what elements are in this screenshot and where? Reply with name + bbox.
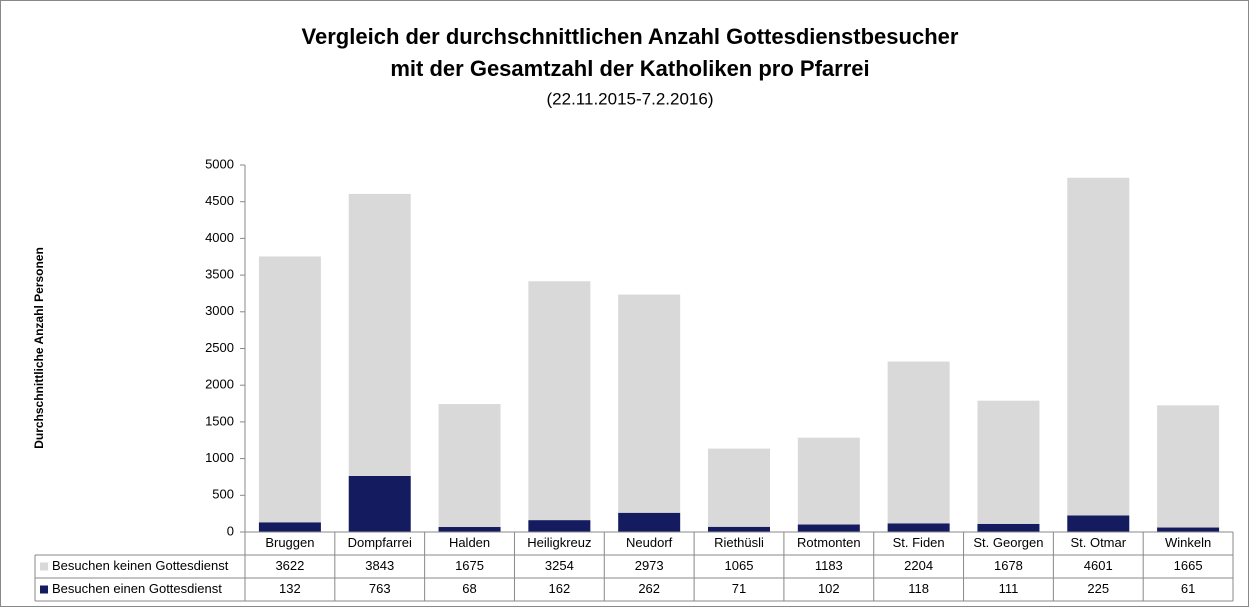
table-cell: 3843	[365, 558, 394, 573]
bar	[438, 404, 501, 528]
table-cell: 3622	[275, 558, 304, 573]
bar	[348, 193, 411, 476]
bar	[977, 523, 1040, 532]
x-tick-label: St. Georgen	[973, 535, 1043, 550]
table-cell: 68	[462, 581, 476, 596]
chart-title: mit der Gesamtzahl der Katholiken pro Pf…	[390, 56, 869, 81]
bar	[528, 520, 591, 532]
x-tick-label: Neudorf	[626, 535, 673, 550]
table-cell: 1665	[1174, 558, 1203, 573]
bar	[708, 448, 770, 527]
y-tick-label: 4000	[205, 230, 234, 245]
table-cell: 3254	[545, 558, 574, 573]
table-cell: 763	[369, 581, 391, 596]
bar	[528, 281, 591, 521]
table-cell: 1675	[455, 558, 484, 573]
table-cell: 162	[549, 581, 571, 596]
bar	[1157, 405, 1220, 528]
y-tick-label: 1000	[205, 450, 234, 465]
bar	[258, 256, 321, 523]
table-cell: 4601	[1084, 558, 1113, 573]
y-tick-label: 4500	[205, 193, 234, 208]
y-tick-label: 1500	[205, 413, 234, 428]
chart-subtitle: (22.11.2015-7.2.2016)	[547, 89, 714, 108]
table-cell: 132	[279, 581, 301, 596]
table-cell: 61	[1181, 581, 1195, 596]
bar	[797, 437, 860, 525]
x-tick-label: St. Otmar	[1070, 535, 1126, 550]
y-tick-label: 3500	[205, 267, 234, 282]
x-tick-label: St. Fiden	[893, 535, 945, 550]
y-tick-label: 500	[212, 487, 234, 502]
x-tick-label: Dompfarrei	[348, 535, 412, 550]
bar	[887, 523, 950, 532]
bar	[977, 400, 1040, 524]
y-tick-label: 2500	[205, 340, 234, 355]
bar	[258, 522, 321, 532]
table-cell: 2204	[904, 558, 933, 573]
y-tick-label: 5000	[205, 156, 234, 171]
table-cell: 102	[818, 581, 840, 596]
legend-swatch	[40, 562, 48, 571]
x-tick-label: Rotmonten	[797, 535, 861, 550]
bar	[348, 475, 411, 532]
table-cell: 1678	[994, 558, 1023, 573]
bar	[797, 524, 860, 532]
table-cell: 1065	[725, 558, 754, 573]
table-cell: 111	[999, 581, 1019, 596]
bar	[618, 294, 681, 513]
y-tick-label: 0	[227, 523, 234, 538]
bar	[887, 361, 950, 524]
y-tick-label: 2000	[205, 377, 234, 392]
table-cell: 2973	[635, 558, 664, 573]
x-tick-label: Halden	[449, 535, 490, 550]
table-cell: 225	[1087, 581, 1109, 596]
legend-label: Besuchen einen Gottesdienst	[52, 581, 222, 596]
legend-swatch	[40, 585, 48, 594]
table-cell: 1183	[815, 558, 843, 573]
x-tick-label: Winkeln	[1165, 535, 1211, 550]
bar	[708, 526, 770, 532]
x-tick-label: Bruggen	[265, 535, 314, 550]
bar	[438, 527, 501, 532]
legend-label: Besuchen keinen Gottesdienst	[52, 558, 229, 573]
bar	[1157, 527, 1220, 532]
table-cell: 118	[908, 581, 929, 596]
y-tick-label: 3000	[205, 303, 234, 318]
x-tick-label: Riethüsli	[714, 535, 764, 550]
y-axis-label: Durchschnittliche Anzahl Personen	[32, 247, 46, 449]
bar	[618, 512, 681, 532]
bar	[1067, 177, 1130, 516]
chart-title: Vergleich der durchschnittlichen Anzahl …	[302, 24, 959, 49]
x-tick-label: Heiligkreuz	[527, 535, 591, 550]
bar	[1067, 515, 1130, 532]
table-cell: 71	[732, 581, 746, 596]
table-cell: 262	[638, 581, 660, 596]
